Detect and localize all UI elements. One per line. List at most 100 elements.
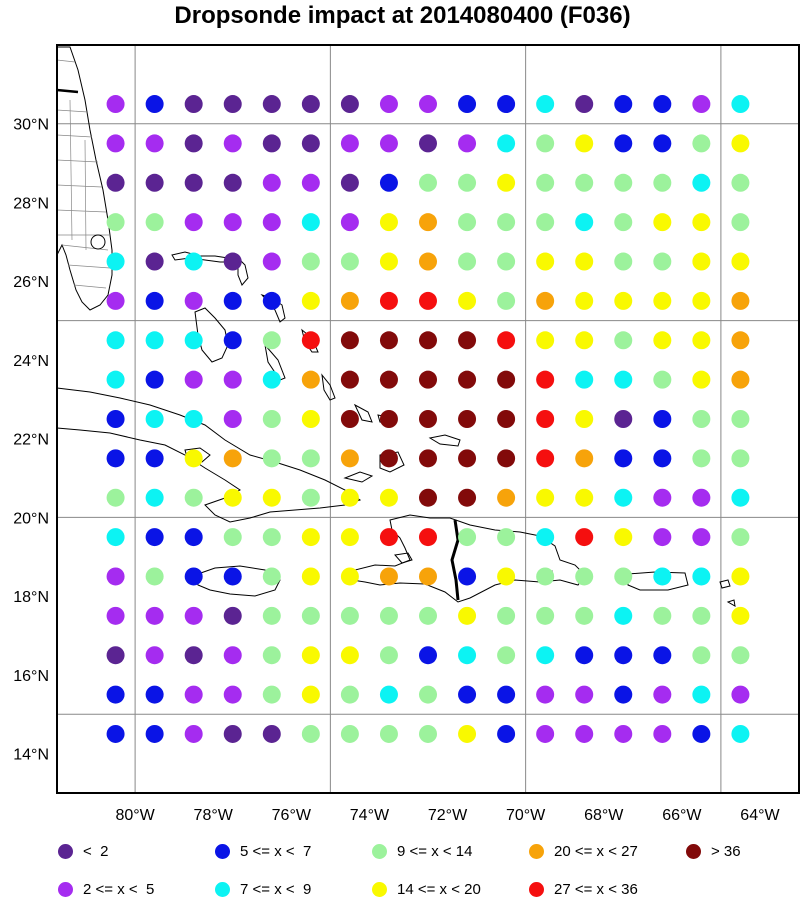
impact-point [262,724,281,743]
lat-tick-label: 30°N [13,117,49,134]
gonave [394,552,413,564]
impact-point [223,213,242,232]
impact-point [301,291,320,310]
impact-point [536,410,555,428]
impact-point [497,724,516,743]
legend-swatch [686,843,701,859]
impact-point [653,291,672,310]
impact-point [262,291,281,310]
impact-point [301,95,320,114]
impact-point [145,252,164,271]
impact-point [653,528,672,547]
impact-point [379,410,398,428]
turks-caicos [428,434,461,447]
impact-point [497,252,516,271]
impact-point [379,724,398,743]
impact-point [731,370,750,389]
cuba [56,387,362,523]
longitude-tick-labels: 80°W 78°W 76°W 74°W 72°W 70°W 68°W 66°W 64°W [115,807,780,824]
impact-point [223,606,242,625]
impact-point [379,252,398,271]
impact-point [340,173,359,192]
impact-point [106,173,125,192]
impact-point [614,488,633,507]
dropsonde-impact-map: 80°W 78°W 76°W 74°W 72°W 70°W 68°W 66°W 64°W 14°… [13,44,800,824]
impact-point [497,95,516,114]
impact-point [692,488,711,507]
jardines [343,471,374,483]
impact-point [731,331,750,350]
impact-point [614,646,633,665]
impact-point [653,370,672,389]
long-island [321,373,336,401]
impact-point [223,685,242,704]
impact-point [340,252,359,271]
impact-point [106,134,125,153]
impact-point [340,646,359,665]
impact-point [419,213,437,232]
impact-point [262,528,281,547]
impact-point [653,134,672,153]
impact-point [731,449,750,468]
acklins [353,403,373,423]
impact-point [419,606,437,625]
impact-point [106,606,125,625]
impact-point [731,291,750,310]
impact-point [458,331,477,350]
lon-tick-label: 68°W [584,807,624,824]
impact-point [575,213,594,232]
legend-label: 20 <= x < 27 [554,842,638,860]
impact-point [497,410,516,428]
impact-point [301,567,320,586]
impact-point [653,410,672,428]
lon-tick-label: 70°W [506,807,546,824]
legend-label: 27 <= x < 36 [554,880,638,898]
impact-point [419,173,437,192]
impact-point [458,685,477,704]
impact-point [458,449,477,468]
impact-point [536,528,555,547]
impact-point [653,331,672,350]
impact-point [145,567,164,586]
impact-point [184,528,203,547]
impact-point [653,252,672,271]
impact-point [536,213,555,232]
impact-point [184,370,203,389]
impact-point [262,567,281,586]
impact-point [223,488,242,507]
impact-point [340,724,359,743]
impact-point [536,370,555,389]
impact-point [184,724,203,743]
impact-point [106,528,125,547]
impact-point [223,370,242,389]
map-title: Dropsonde impact at 2014080400 (F036) [174,2,631,29]
impact-point [419,95,437,114]
impact-point [536,291,555,310]
impact-point [653,488,672,507]
impact-point [458,606,477,625]
impact-point [692,410,711,428]
impact-point [497,646,516,665]
impact-point [458,410,477,428]
impact-point [184,95,203,114]
impact-point [145,410,164,428]
impact-point [419,252,437,271]
impact-point [106,331,125,350]
hispaniola [351,514,586,603]
impact-point [301,410,320,428]
lat-tick-label: 28°N [13,195,49,212]
impact-point [653,173,672,192]
impact-point [458,291,477,310]
impact-point [340,95,359,114]
impact-point [184,449,203,468]
impact-point [614,331,633,350]
impact-point [497,685,516,704]
impact-point [614,567,633,586]
impact-point [536,724,555,743]
impact-point [731,252,750,271]
impact-point [692,449,711,468]
lon-tick-label: 76°W [272,807,312,824]
impact-point [145,213,164,232]
impact-point [223,528,242,547]
impact-point [262,370,281,389]
